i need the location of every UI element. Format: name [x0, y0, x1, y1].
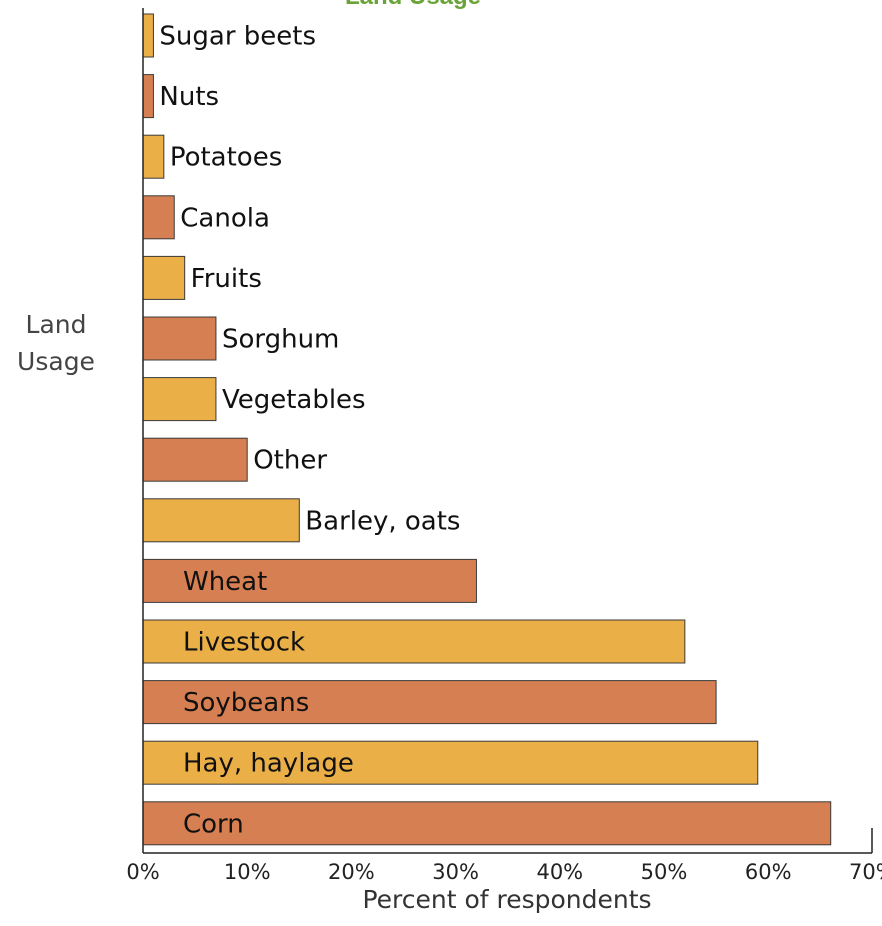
bar-hay-haylage: [142, 740, 759, 785]
bar-potatoes: [142, 134, 165, 179]
bar-label-corn: Corn: [183, 809, 244, 839]
bar-nuts: [142, 74, 154, 119]
bar-other: [142, 437, 248, 482]
chart-title: Land Usage: [345, 0, 481, 10]
x-tick-label-50: 50%: [641, 860, 688, 884]
bar-label-sugar-beets: Sugar beets: [159, 22, 316, 52]
bar-canola: [142, 195, 175, 240]
y-axis-title: Land Usage: [17, 310, 95, 376]
x-tick-label-70: 70%: [849, 860, 882, 884]
bar-soybeans: [142, 680, 717, 725]
bar-barley-oats: [142, 498, 300, 543]
x-tick-labels-group: 0% 10% 20% 30% 40% 50% 60% 70%: [126, 860, 882, 884]
bar-label-livestock: Livestock: [183, 628, 305, 658]
bar-label-fruits: Fruits: [191, 264, 262, 294]
bar-livestock: [142, 619, 686, 664]
x-tick-label-10: 10%: [224, 860, 271, 884]
y-axis-title-line-1: Land: [26, 310, 87, 339]
bar-label-vegetables: Vegetables: [222, 385, 366, 415]
x-tick-label-40: 40%: [536, 860, 583, 884]
x-tick-label-20: 20%: [328, 860, 375, 884]
bar-vegetables: [142, 377, 217, 422]
x-axis-title: Percent of respondents: [362, 885, 651, 914]
bar-label-sorghum: Sorghum: [222, 325, 339, 355]
bar-label-potatoes: Potatoes: [170, 143, 282, 173]
bar-label-nuts: Nuts: [159, 82, 219, 112]
x-tick-label-60: 60%: [745, 860, 792, 884]
x-tick-label-0: 0%: [126, 860, 159, 884]
bar-sugar-beets: [142, 13, 154, 58]
bar-label-hay-haylage: Hay, haylage: [183, 749, 354, 779]
bar-labels-group: Sugar beets Nuts Potatoes Canola Fruits Sorgh…: [159, 22, 460, 840]
bar-label-other: Other: [253, 446, 327, 476]
bar-label-canola: Canola: [180, 203, 270, 233]
y-axis-title-line-2: Usage: [17, 347, 95, 376]
bar-label-soybeans: Soybeans: [183, 688, 309, 718]
bar-wheat: [142, 558, 477, 603]
bar-sorghum: [142, 316, 217, 361]
bar-fruits: [142, 255, 186, 300]
bar-corn: [142, 801, 832, 846]
bars-group: [142, 13, 832, 846]
bar-label-barley-oats: Barley, oats: [305, 506, 460, 536]
x-tick-label-30: 30%: [432, 860, 479, 884]
bar-label-wheat: Wheat: [183, 567, 267, 597]
